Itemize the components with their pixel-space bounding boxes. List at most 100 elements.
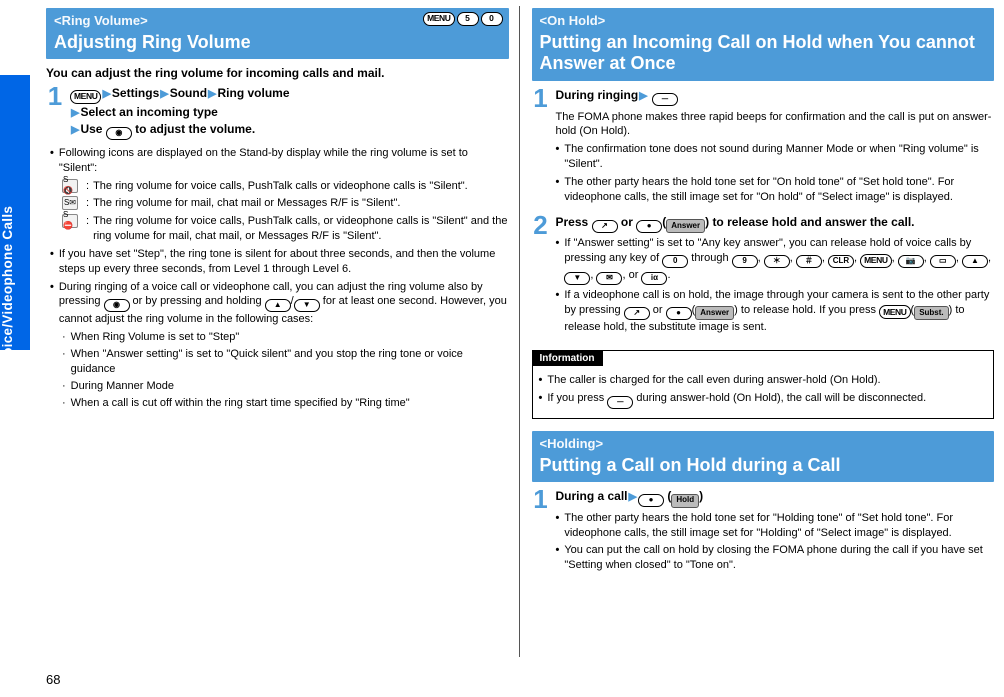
section-header-on-hold: <On Hold> Putting an Incoming Call on Ho… [532,8,995,81]
step-2: 2 Press ↗ or ●(Answer) to release hold a… [532,214,995,338]
bullet: The other party hears the hold tone set … [556,175,995,205]
step-number: 1 [532,488,550,576]
silent-call-icon: S🔇 [62,179,78,193]
bullet: The caller is charged for the call even … [539,373,988,388]
sub-text: When a call is cut off within the ring s… [71,396,410,411]
menu-key-icon: MENU [879,305,910,319]
section-header-holding: <Holding> Putting a Call on Hold during … [532,431,995,482]
menu-key-icon: MENU [70,90,101,104]
arrow-icon: ▶ [638,90,648,102]
bullet-text: Following icons are displayed on the Sta… [59,146,509,176]
up-key-icon: ▲ [265,299,291,312]
side-tab-label: Voice/Videophone Calls [0,206,17,364]
right-column: <On Hold> Putting an Incoming Call on Ho… [520,0,1004,697]
arrow-icon: ▶ [159,88,169,100]
sub-text: When "Answer setting" is set to "Quick s… [71,347,509,377]
key-9-icon: 9 [732,255,758,268]
arrow-icon: ▶ [70,107,80,119]
info-header: Information [532,351,603,367]
clr-key-icon: CLR [828,255,854,268]
section-tag: <On Hold> [540,12,987,30]
hold-label: Hold [671,494,699,508]
step-1: 1 During ringing▶ ⏤ The FOMA phone makes… [532,87,995,208]
section-header-ring-volume: MENU 5 0 <Ring Volume> Adjusting Ring Vo… [46,8,509,59]
bullet-text: If you have set "Step", the ring tone is… [59,247,509,277]
nav-settings: Settings [112,86,159,100]
side-tab: Voice/Videophone Calls [0,75,30,350]
bullet: Following icons are displayed on the Sta… [50,146,509,176]
step-body: MENU▶Settings▶Sound▶Ring volume ▶Select … [70,85,509,139]
answer-label: Answer [666,219,705,233]
bullet: During ringing of a voice call or videop… [50,280,509,328]
step-number: 1 [532,87,550,208]
bullet-text: The confirmation tone does not sound dur… [564,142,994,172]
bullet: If you press ⏤ during answer-hold (On Ho… [539,391,988,409]
camera-key-icon: 📷 [898,255,924,268]
step-body: Press ↗ or ●(Answer) to release hold and… [556,214,995,338]
section-title: Putting a Call on Hold during a Call [540,455,987,477]
bullet: If "Answer setting" is set to "Any key a… [556,236,995,285]
step-text: ) to release hold and answer the call. [705,215,914,229]
key-star-icon: ＊ [764,255,790,268]
bullet: The other party hears the hold tone set … [556,511,995,541]
step-1: 1 MENU▶Settings▶Sound▶Ring volume ▶Selec… [46,85,509,139]
subst-label: Subst. [914,306,948,320]
bullet: The confirmation tone does not sound dur… [556,142,995,172]
section-title: Putting an Incoming Call on Hold when Yo… [540,32,987,75]
page-layout: MENU 5 0 <Ring Volume> Adjusting Ring Vo… [0,0,1004,697]
section-tag: <Holding> [540,435,987,453]
sub-bullet: When a call is cut off within the ring s… [62,396,509,411]
bullet-text: You can put the call on hold by closing … [564,543,994,573]
sub-bullet: During Manner Mode [62,379,509,394]
center-key-icon: ● [638,494,664,507]
arrow-icon: ▶ [101,88,111,100]
mail-key-icon: ✉ [596,272,622,285]
arrow-icon: ▶ [207,88,217,100]
bullet: If a videophone call is on hold, the ima… [556,288,995,335]
bullet-text: During ringing of a voice call or videop… [59,280,509,328]
step-desc: The FOMA phone makes three rapid beeps f… [556,110,995,140]
call-key-icon: ↗ [592,220,618,233]
down-key-icon: ▼ [564,272,590,285]
bullet-text: The caller is charged for the call even … [547,373,880,388]
step-body: During ringing▶ ⏤ The FOMA phone makes t… [556,87,995,208]
step-text: Press [556,215,592,229]
bullet-text: The other party hears the hold tone set … [564,175,994,205]
i-mode-key-icon: iα [641,272,667,285]
icon-definition: S🔇:The ring volume for voice calls, Push… [62,179,509,194]
step-body: During a call▶● (Hold) The other party h… [556,488,995,576]
up-key-icon: ▲ [962,255,988,268]
step-1-holding: 1 During a call▶● (Hold) The other party… [532,488,995,576]
silent-all-icon: S⛔ [62,214,78,228]
arrow-icon: ▶ [70,124,80,136]
step-text: to adjust the volume. [135,122,255,136]
info-body: The caller is charged for the call even … [533,366,994,418]
center-key-icon: ● [636,220,662,233]
sub-text: During Manner Mode [71,379,174,394]
arrow-icon: ▶ [628,491,638,503]
bullet: You can put the call on hold by closing … [556,543,995,573]
dpad-key-icon: ◉ [106,127,132,140]
center-key-icon: ● [666,307,692,320]
icon-desc: The ring volume for voice calls, PushTal… [93,179,508,194]
section-tag: <Ring Volume> [54,12,501,30]
silent-mail-icon: S✉ [62,196,78,210]
end-key-icon: ⏤ [652,93,678,106]
nav-sound: Sound [170,86,207,100]
lead-text: You can adjust the ring volume for incom… [46,65,509,81]
end-key-icon: ⏤ [607,396,633,409]
bullet-text: If a videophone call is on hold, the ima… [564,288,994,335]
step-number: 2 [532,214,550,338]
menu-key-icon: MENU [860,254,891,268]
step-text: or [618,215,637,229]
sub-bullet: When Ring Volume is set to "Step" [62,330,509,345]
step-head: During a call [556,489,628,503]
section-title: Adjusting Ring Volume [54,32,501,54]
bullet: If you have set "Step", the ring tone is… [50,247,509,277]
icon-desc: The ring volume for mail, chat mail or M… [93,196,508,211]
information-box: Information The caller is charged for th… [532,350,995,419]
icon-desc: The ring volume for voice calls, PushTal… [93,214,508,244]
dpad-key-icon: ◉ [104,299,130,312]
nav-ring-volume: Ring volume [218,86,290,100]
answer-label: Answer [695,306,734,320]
